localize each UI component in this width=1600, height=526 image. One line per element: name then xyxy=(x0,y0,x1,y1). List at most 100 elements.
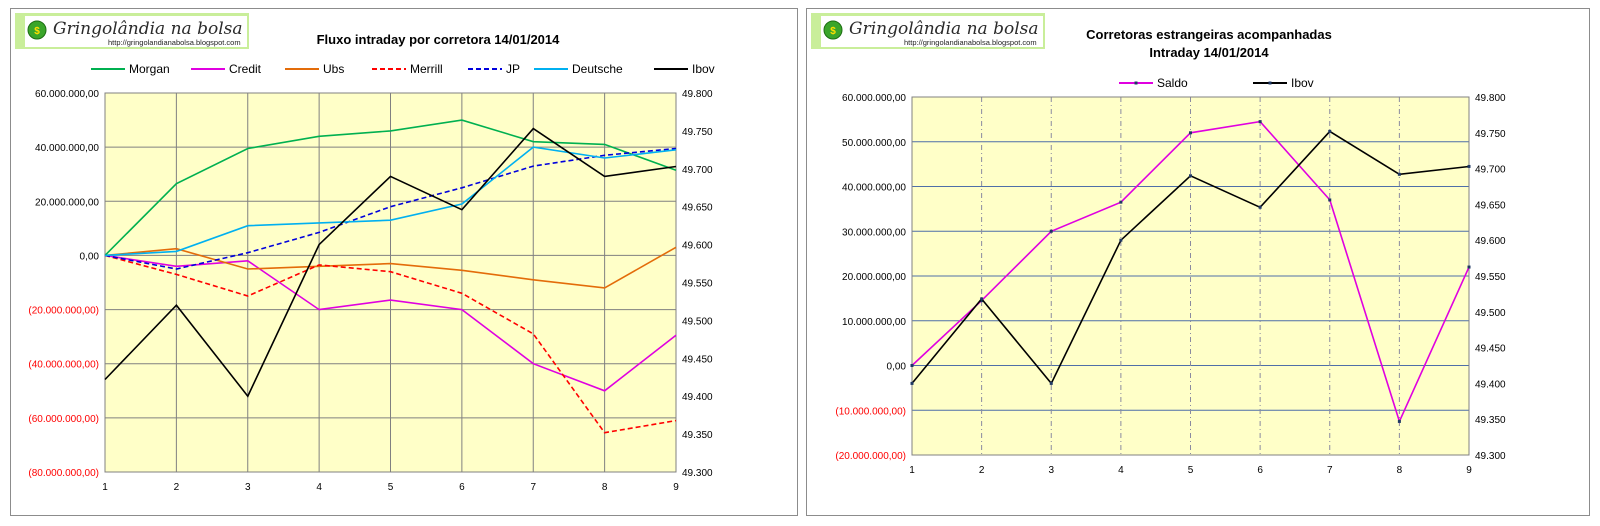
x-tick-label: 1 xyxy=(102,482,108,493)
dollar-sign-icon: $ xyxy=(34,26,40,37)
x-tick-label: 4 xyxy=(1118,465,1124,476)
chart-left: $ Gringolândia na bolsahttp://gringolandi… xyxy=(15,13,715,493)
logo-url: http://gringolandianabolsa.blogspot.com xyxy=(108,38,241,47)
y-left-tick-label: 40.000.000,00 xyxy=(842,183,906,194)
data-point-saldo xyxy=(1258,120,1262,124)
series-line-ibov xyxy=(104,127,677,398)
legend-label-deutsche: Deutsche xyxy=(572,62,623,76)
x-tick-label: 3 xyxy=(245,482,251,493)
data-point-saldo xyxy=(1119,200,1123,204)
data-point-saldo xyxy=(1189,131,1192,135)
logo-title: Gringolândia na bolsa xyxy=(849,19,1039,39)
series-line-morgan xyxy=(104,119,677,256)
legend-marker xyxy=(1268,81,1272,85)
data-point-ibov xyxy=(1258,205,1262,209)
series-line-credit xyxy=(104,254,677,392)
logo-title: Gringolândia na bolsa xyxy=(53,19,243,39)
legend-label-merrill: Merrill xyxy=(410,62,443,76)
legend-label-saldo: Saldo xyxy=(1157,76,1188,90)
data-point-saldo xyxy=(910,364,914,367)
legend-label-ibov: Ibov xyxy=(692,62,715,76)
y-right-tick-label: 49.600 xyxy=(1475,236,1506,247)
y-right-tick-label: 49.350 xyxy=(682,430,713,441)
x-tick-label: 2 xyxy=(174,482,180,493)
data-point-ibov xyxy=(1049,381,1053,385)
legend-label-ibov: Ibov xyxy=(1291,76,1314,90)
y-right-tick-label: 49.300 xyxy=(682,468,713,479)
plot-border xyxy=(911,96,1470,456)
y-left-tick-label: 0,00 xyxy=(80,251,100,262)
y-right-tick-label: 49.650 xyxy=(682,203,713,214)
data-point-saldo xyxy=(1467,265,1471,269)
series-line-deutsche xyxy=(104,146,677,257)
data-point-ibov xyxy=(1189,174,1192,178)
chart-panel-left: $ Gringolândia na bolsa http://gringolandi… xyxy=(10,8,798,516)
y-left-tick-label: (20.000.000,00) xyxy=(28,306,99,317)
data-point-saldo xyxy=(980,299,984,303)
y-left-tick-label: 60.000.000,00 xyxy=(842,93,906,104)
y-left-tick-label: 10.000.000,00 xyxy=(842,317,906,328)
globe-icon xyxy=(27,20,47,40)
x-tick-label: 6 xyxy=(1257,465,1263,476)
y-left-tick-label: (40.000.000,00) xyxy=(28,360,99,371)
x-tick-label: 8 xyxy=(1397,465,1403,476)
chart-right: $ Gringolândia na bolsahttp://gringolandi… xyxy=(811,13,1506,476)
legend-label-ubs: Ubs xyxy=(323,62,344,76)
series-line-jp xyxy=(104,147,677,270)
data-point-ibov xyxy=(980,297,984,301)
globe-icon xyxy=(823,20,843,40)
y-left-tick-label: 40.000.000,00 xyxy=(35,143,99,154)
y-right-tick-label: 49.700 xyxy=(1475,165,1506,176)
y-right-tick-label: 49.350 xyxy=(1475,415,1506,426)
data-point-ibov xyxy=(1397,172,1401,176)
y-left-tick-label: 0,00 xyxy=(887,362,907,373)
logo-url: http://gringolandianabolsa.blogspot.com xyxy=(904,38,1037,47)
x-tick-label: 5 xyxy=(388,482,394,493)
y-left-tick-label: 30.000.000,00 xyxy=(842,227,906,238)
data-point-saldo xyxy=(1328,198,1332,202)
data-point-saldo xyxy=(1049,229,1053,233)
y-right-tick-label: 49.450 xyxy=(682,354,713,365)
legend-marker xyxy=(1134,81,1138,85)
y-left-tick-label: (80.000.000,00) xyxy=(28,468,99,479)
y-right-tick-label: 49.700 xyxy=(682,165,713,176)
x-tick-label: 2 xyxy=(979,465,985,476)
y-right-tick-label: 49.800 xyxy=(1475,93,1506,104)
x-tick-label: 6 xyxy=(459,482,465,493)
y-right-tick-label: 49.500 xyxy=(682,316,713,327)
y-left-tick-label: 20.000.000,00 xyxy=(35,197,99,208)
y-left-tick-label: (10.000.000,00) xyxy=(835,406,906,417)
y-right-tick-label: 49.450 xyxy=(1475,344,1506,355)
data-point-ibov xyxy=(1119,238,1123,242)
legend-label-jp: JP xyxy=(506,62,520,76)
legend-label-morgan: Morgan xyxy=(129,62,170,76)
logo-inner xyxy=(25,16,247,47)
x-tick-label: 1 xyxy=(909,465,915,476)
chart-title: Fluxo intraday por corretora 14/01/2014 xyxy=(317,32,561,47)
y-right-tick-label: 49.500 xyxy=(1475,308,1506,319)
y-right-tick-label: 49.650 xyxy=(1475,200,1506,211)
series-line-ubs xyxy=(104,246,677,289)
y-right-tick-label: 49.600 xyxy=(682,241,713,252)
data-point-ibov xyxy=(1467,164,1471,168)
x-tick-label: 7 xyxy=(1327,465,1333,476)
y-left-tick-label: 50.000.000,00 xyxy=(842,138,906,149)
y-right-tick-label: 49.550 xyxy=(682,279,713,290)
x-tick-label: 8 xyxy=(602,482,608,493)
y-right-tick-label: 49.800 xyxy=(682,89,713,100)
chart-panel-right: $ Gringolândia na bolsa http://gringolandi… xyxy=(806,8,1590,516)
y-left-tick-label: 20.000.000,00 xyxy=(842,272,906,283)
chart-title-line: Corretoras estrangeiras acompanhadas xyxy=(1086,27,1332,42)
dollar-sign-icon: $ xyxy=(830,26,836,37)
y-right-tick-label: 49.750 xyxy=(682,127,713,138)
series-line-merrill xyxy=(104,254,677,434)
x-tick-label: 5 xyxy=(1188,465,1194,476)
y-right-tick-label: 49.550 xyxy=(1475,272,1506,283)
legend-label-credit: Credit xyxy=(229,62,262,76)
y-left-tick-label: 60.000.000,00 xyxy=(35,89,99,100)
plot-border xyxy=(104,92,677,473)
x-tick-label: 9 xyxy=(1466,465,1472,476)
blog-logo: $ Gringolândia na bolsahttp://gringolandi… xyxy=(15,13,249,49)
x-tick-label: 3 xyxy=(1048,465,1054,476)
chart-title-line: Intraday 14/01/2014 xyxy=(1149,45,1269,60)
